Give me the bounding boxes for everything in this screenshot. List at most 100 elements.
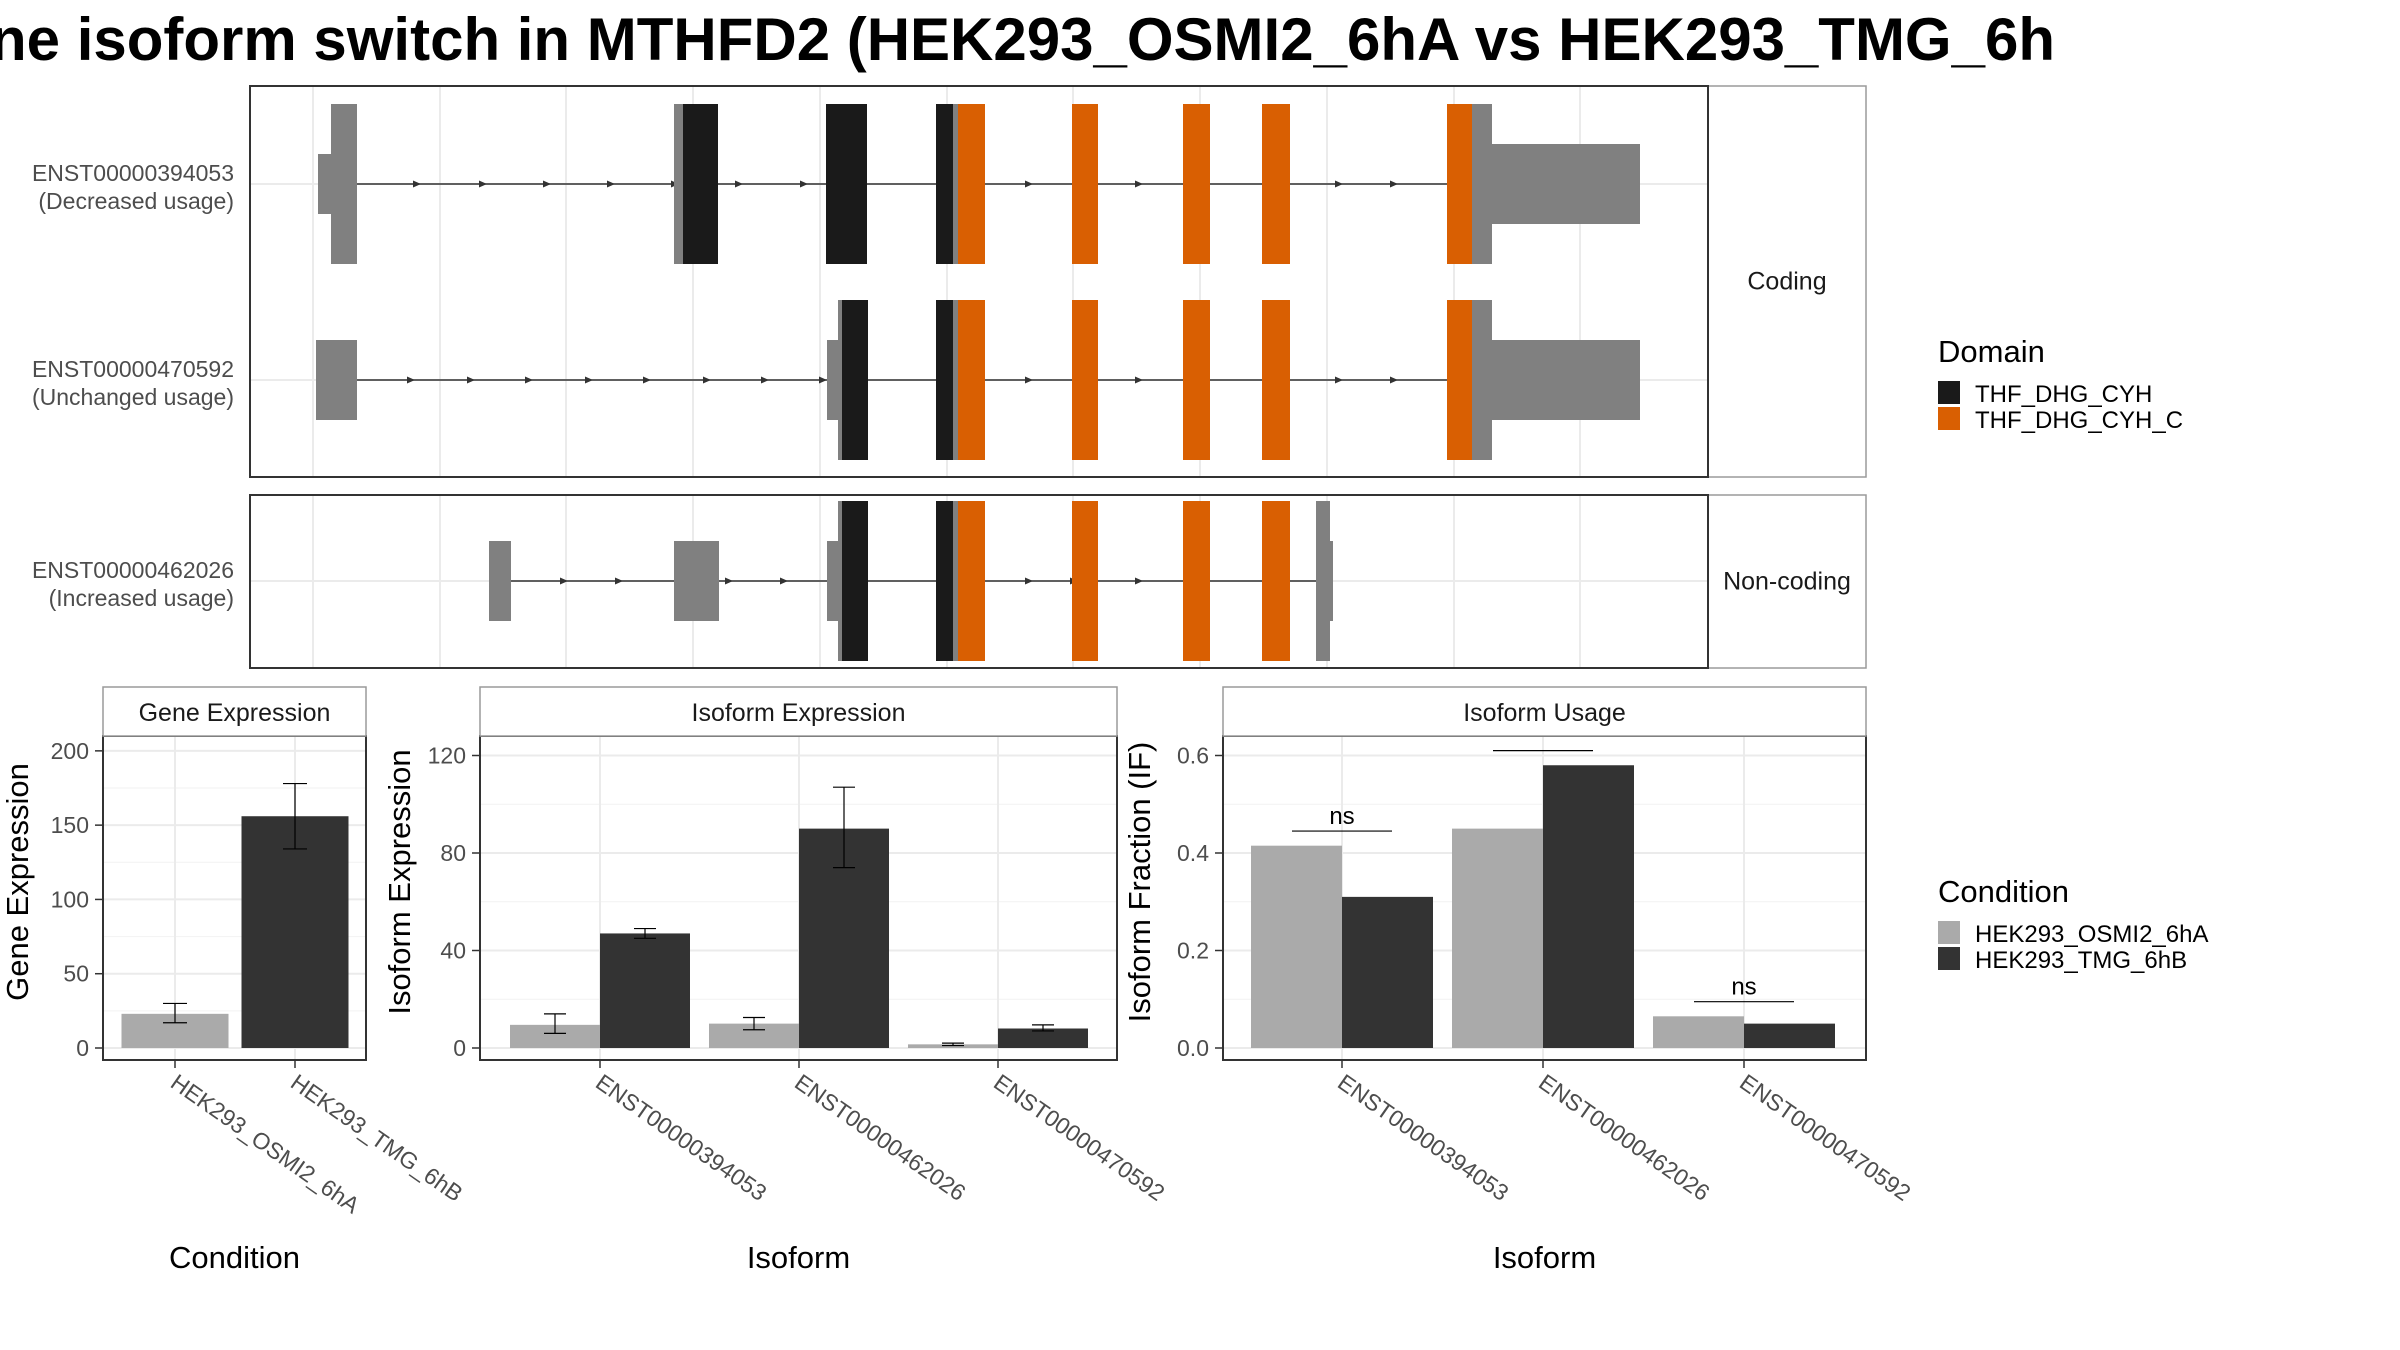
exon-domain-thf-dhg-cyh — [936, 104, 955, 264]
chart-title: Isoform Expression — [692, 699, 906, 727]
significance-label: ns — [1731, 974, 1756, 1001]
y-tick-label: 0.4 — [1177, 840, 1209, 866]
y-tick-label: 0 — [453, 1035, 466, 1061]
bar-hek293-tmg-6hb — [241, 816, 349, 1048]
condition-legend-key — [1938, 947, 1960, 970]
exon-utr-block — [674, 104, 684, 264]
x-axis-title: Isoform — [747, 1240, 850, 1275]
exon-domain-thf-dhg-cyh-c — [1072, 501, 1098, 661]
exon-domain-thf-dhg-cyh-c — [958, 300, 985, 460]
transcript-ENST00000394053: ENST00000394053(Decreased usage) — [32, 104, 1640, 264]
bar-hek293-tmg-6hb — [1342, 896, 1433, 1048]
transcript-ENST00000462026: ENST00000462026(Increased usage) — [32, 501, 1333, 661]
bar-hek293-osmi2-6ha — [1653, 1016, 1744, 1048]
strand-arrow — [407, 376, 415, 384]
exon-domain-thf-dhg-cyh — [826, 104, 867, 264]
x-tick-label: ENST00000462026 — [790, 1069, 970, 1206]
strand-arrow — [761, 376, 769, 384]
y-tick-label: 0.0 — [1177, 1035, 1209, 1061]
bar-hek293-tmg-6hb — [600, 933, 690, 1048]
chart-title: Gene Expression — [139, 699, 331, 727]
y-tick-label: 0.6 — [1177, 743, 1209, 769]
domain-legend-key — [1938, 381, 1960, 404]
exon-domain-thf-dhg-cyh — [683, 104, 718, 264]
facet-label: Non-coding — [1723, 568, 1851, 596]
strand-arrow — [615, 577, 623, 585]
strand-arrow — [525, 376, 533, 384]
transcript-id-label: ENST00000394053 — [32, 160, 234, 186]
strand-arrow — [1390, 180, 1398, 188]
strand-arrow — [735, 180, 743, 188]
chart-1: 0 40 80 120 Isoform Expression ENST0000039405… — [382, 686, 1170, 1275]
exon-domain-thf-dhg-cyh-c — [1262, 300, 1290, 460]
transcript-id-label: ENST00000470592 — [32, 356, 234, 382]
strand-arrow — [780, 577, 788, 585]
exon-utr-block — [331, 104, 357, 264]
y-tick-label: 80 — [440, 840, 466, 866]
facet-panel-border — [249, 494, 1709, 669]
facet-strip — [1707, 85, 1867, 478]
condition-legend-label: HEK293_TMG_6hB — [1975, 947, 2187, 974]
exon-domain-thf-dhg-cyh-c — [1183, 104, 1210, 264]
exon-utr-block — [953, 300, 960, 460]
strand-arrow — [607, 180, 615, 188]
y-axis-title: Isoform Fraction (IF) — [1122, 742, 1157, 1023]
strand-arrow — [585, 376, 593, 384]
transcript-ENST00000470592: ENST00000470592(Unchanged usage) — [32, 300, 1640, 460]
facet-non-coding: Non-coding ENST00000462026(Increased usag… — [32, 494, 1867, 669]
strand-arrow — [1025, 577, 1033, 585]
strand-arrow — [413, 180, 421, 188]
exon-domain-thf-dhg-cyh-c — [1447, 104, 1474, 264]
chart-strip — [102, 686, 367, 737]
exon-utr-block — [838, 501, 845, 661]
strand-arrow — [467, 376, 475, 384]
y-axis-title: Gene Expression — [0, 763, 35, 1001]
exon-domain-thf-dhg-cyh — [936, 300, 955, 460]
exon-domain-thf-dhg-cyh-c — [958, 104, 985, 264]
x-axis-title: Condition — [169, 1240, 300, 1275]
strand-arrow — [479, 180, 487, 188]
strand-arrow — [800, 180, 808, 188]
facet-panel-border — [249, 85, 1709, 478]
facet-strip — [1707, 494, 1867, 669]
strand-arrow — [1390, 376, 1398, 384]
exon-utr-block — [489, 541, 511, 621]
x-tick-label: ENST00000394053 — [591, 1069, 771, 1206]
y-tick-label: 120 — [428, 743, 466, 769]
x-tick-label: ENST00000470592 — [989, 1069, 1169, 1206]
strand-arrow — [1025, 376, 1033, 384]
exon-domain-thf-dhg-cyh — [842, 501, 868, 661]
domain-legend-label: THF_DHG_CYH_C — [1975, 407, 2183, 434]
y-tick-label: 40 — [440, 938, 466, 964]
x-axis-title: Isoform — [1493, 1240, 1596, 1275]
exon-utr-block — [1327, 541, 1333, 621]
significance-label: ns — [1329, 803, 1354, 830]
strand-arrow — [543, 180, 551, 188]
expression-charts: 0 50 100 150 200 Gene Expression HEK293_OSMI2_… — [0, 686, 1916, 1275]
transcript-usage-label: (Unchanged usage) — [32, 384, 234, 410]
exon-domain-thf-dhg-cyh — [936, 501, 955, 661]
x-tick-label: ENST00000394053 — [1333, 1069, 1513, 1206]
strand-arrow — [560, 577, 568, 585]
strand-arrow — [1335, 180, 1343, 188]
strand-arrow — [819, 376, 827, 384]
y-tick-label: 150 — [51, 812, 89, 838]
bar-hek293-osmi2-6ha — [510, 1024, 600, 1048]
exon-utr-block — [953, 104, 960, 264]
chart-title: Isoform Usage — [1463, 699, 1626, 727]
y-tick-label: 50 — [63, 961, 89, 987]
bar-hek293-tmg-6hb — [1744, 1023, 1835, 1048]
strand-arrow — [643, 376, 651, 384]
exon-domain-thf-dhg-cyh-c — [1183, 300, 1210, 460]
bar-hek293-osmi2-6ha — [1452, 828, 1543, 1048]
domain-legend-label: THF_DHG_CYH — [1975, 381, 2152, 408]
exon-utr-block — [953, 501, 960, 661]
exon-domain-thf-dhg-cyh-c — [1262, 501, 1290, 661]
transcript-id-label: ENST00000462026 — [32, 557, 234, 583]
